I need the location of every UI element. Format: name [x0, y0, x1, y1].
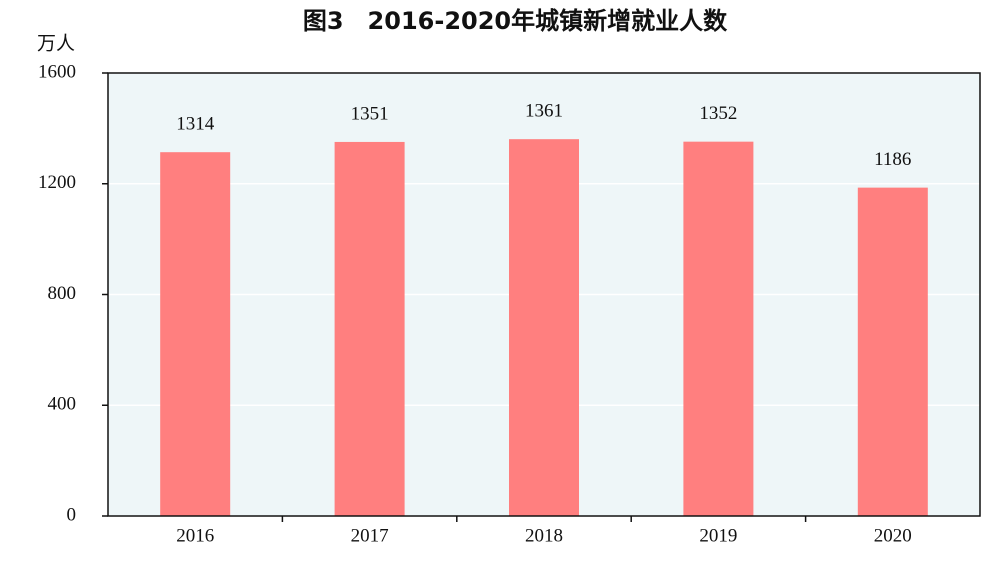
x-tick-label: 2018 [525, 525, 563, 546]
y-tick-label: 1600 [38, 61, 76, 82]
value-label: 1186 [874, 149, 911, 170]
x-tick-label: 2020 [874, 525, 912, 546]
bar [683, 141, 754, 517]
value-label: 1361 [525, 101, 563, 122]
x-tick-label: 2016 [176, 525, 214, 546]
y-tick-label: 0 [67, 504, 77, 525]
bar [334, 141, 405, 516]
chart-title: 图3 2016-2020年城镇新增就业人数 [303, 7, 728, 35]
y-tick-label: 400 [48, 394, 77, 415]
plot-frame [107, 72, 981, 517]
y-axis-label: 万人 [37, 32, 75, 54]
y-tick-label: 1200 [38, 172, 76, 193]
y-tick-label: 800 [48, 283, 77, 304]
bar [509, 139, 579, 516]
bar [160, 152, 231, 516]
x-tick-label: 2019 [699, 525, 737, 546]
x-tick-label: 2017 [351, 525, 389, 546]
bar [857, 187, 928, 516]
value-label: 1351 [351, 103, 389, 124]
value-label: 1352 [699, 103, 737, 124]
value-label: 1314 [176, 114, 215, 135]
